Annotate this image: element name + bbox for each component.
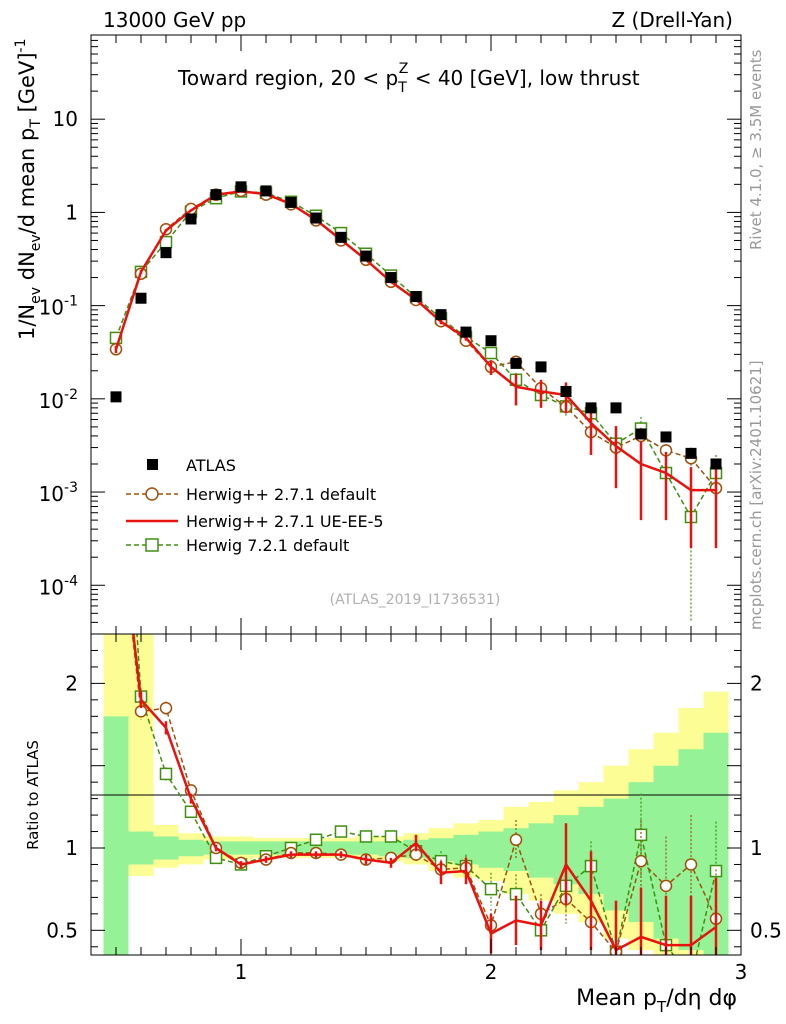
header-left: 13000 GeV pp	[103, 8, 246, 32]
legend: ATLAS Herwig++ 2.7.1 default Herwig++ 2.…	[126, 456, 384, 555]
ratio-point	[384, 830, 398, 843]
main-y-tick-label: 10-1	[39, 294, 78, 320]
legend-atlas-marker	[147, 459, 158, 470]
ratio-point	[484, 882, 498, 896]
ratio-band-green	[178, 839, 204, 857]
main-y-tick-label: 10-4	[39, 573, 79, 599]
ratio-y-tick-label-right: 2	[750, 671, 763, 695]
ratio-band-green	[478, 831, 504, 868]
ratio-y-axis: 2 2 1 1 0.5 0.5	[46, 633, 782, 948]
atlas-point	[385, 272, 397, 284]
atlas-point	[660, 431, 672, 443]
atlas-point	[360, 250, 372, 262]
analysis-watermark: (ATLAS_2019_I1736531)	[330, 592, 501, 608]
ratio-point	[634, 854, 648, 868]
atlas-point	[585, 402, 597, 414]
ratio-x-tick-label: 2	[485, 960, 498, 984]
rivet-label: Rivet 4.1.0, ≥ 3.5M events	[747, 49, 765, 250]
main-y-tick-label: 10-2	[39, 387, 78, 413]
atlas-point	[185, 213, 197, 225]
ratio-x-tick-label: 1	[235, 960, 248, 984]
atlas-point	[560, 385, 572, 397]
atlas-point	[610, 402, 622, 414]
atlas-point	[435, 309, 447, 321]
atlas-point	[135, 292, 147, 304]
main-series-3	[109, 185, 723, 623]
main-point	[484, 346, 498, 360]
ratio-band-green	[528, 823, 554, 878]
main-y-axis: 10 1 10-1 10-2 10-3 10-4	[39, 34, 741, 635]
legend-h721-default-label: Herwig 7.2.1 default	[186, 536, 349, 555]
ratio-point	[686, 973, 697, 984]
main-y-tick-label: 1	[65, 200, 78, 224]
ratio-band-green	[378, 841, 404, 857]
atlas-point	[710, 458, 722, 470]
atlas-point	[160, 247, 172, 259]
main-series-atlas	[110, 181, 722, 470]
ratio-point	[359, 830, 373, 843]
ratio-band-green	[103, 716, 129, 955]
main-series-line	[114, 190, 716, 492]
atlas-point	[535, 361, 547, 373]
atlas-point	[460, 326, 472, 338]
ratio-point	[684, 858, 698, 871]
main-y-tick-label: 10-3	[39, 480, 78, 506]
main-series-line	[115, 190, 717, 489]
main-y-tick-label: 10	[53, 107, 78, 131]
ratio-panel: 2 2 1 1 0.5 0.5 1 2 3 Ratio to ATLAS Mean pT/dη…	[24, 299, 782, 1016]
ratio-y-tick-label-right: 0.5	[750, 918, 782, 942]
mcplots-label: mcplots.cern.ch [arXiv:2401.10621]	[747, 360, 765, 630]
ratio-y-label: Ratio to ATLAS	[24, 740, 42, 850]
ratio-x-tick-label: 3	[735, 960, 748, 984]
ratio-point	[634, 828, 648, 842]
legend-h721-default-marker	[145, 538, 159, 552]
x-axis-label: Mean pT/dη dφ	[576, 986, 737, 1016]
legend-h271-default-label: Herwig++ 2.7.1 default	[186, 485, 376, 504]
ratio-band-green	[153, 836, 179, 860]
main-panel: 10 1 10-1 10-2 10-3 10-4 Toward region, 20 < …	[13, 34, 742, 635]
ratio-y-tick-label: 0.5	[46, 918, 78, 942]
atlas-point	[285, 196, 297, 208]
atlas-point	[210, 189, 222, 201]
ratio-point	[159, 767, 173, 781]
legend-h271-default-marker	[145, 487, 159, 501]
ratio-band-green	[603, 798, 629, 911]
main-marks	[109, 181, 723, 623]
ratio-point	[111, 299, 122, 310]
ratio-band-green	[228, 841, 254, 855]
ratio-band-green	[328, 841, 354, 855]
ratio-point	[659, 879, 673, 893]
legend-h271-ueee5-label: Herwig++ 2.7.1 UE-EE-5	[186, 512, 384, 531]
ratio-point	[111, 480, 122, 491]
main-y-label: 1/Nev dNev/d mean pT [GeV]-1	[13, 39, 44, 340]
atlas-point	[510, 357, 522, 369]
ratio-band-green	[128, 831, 154, 865]
ratio-point	[309, 833, 323, 847]
legend-atlas-label: ATLAS	[186, 456, 236, 475]
atlas-point	[635, 428, 647, 440]
ratio-band-green	[353, 841, 379, 855]
atlas-point	[110, 391, 122, 403]
atlas-point	[310, 212, 322, 224]
atlas-point	[410, 291, 422, 303]
header-right: Z (Drell-Yan)	[611, 8, 733, 32]
main-title: Toward region, 20 < pTZ < 40 [GeV], low …	[177, 61, 640, 96]
ratio-y-tick-label: 2	[65, 671, 78, 695]
atlas-point	[685, 447, 697, 459]
ratio-point	[159, 701, 173, 715]
atlas-point	[485, 335, 497, 347]
ratio-point	[509, 833, 523, 847]
atlas-point	[335, 231, 347, 243]
atlas-point	[235, 181, 247, 193]
ratio-x-axis: 1 2 3	[90, 634, 748, 984]
ratio-y-tick-label-right: 1	[750, 836, 763, 860]
main-x-ticks	[90, 35, 742, 634]
ratio-point	[334, 825, 348, 838]
atlas-point	[260, 185, 272, 197]
ratio-y-tick-label: 1	[65, 836, 78, 860]
